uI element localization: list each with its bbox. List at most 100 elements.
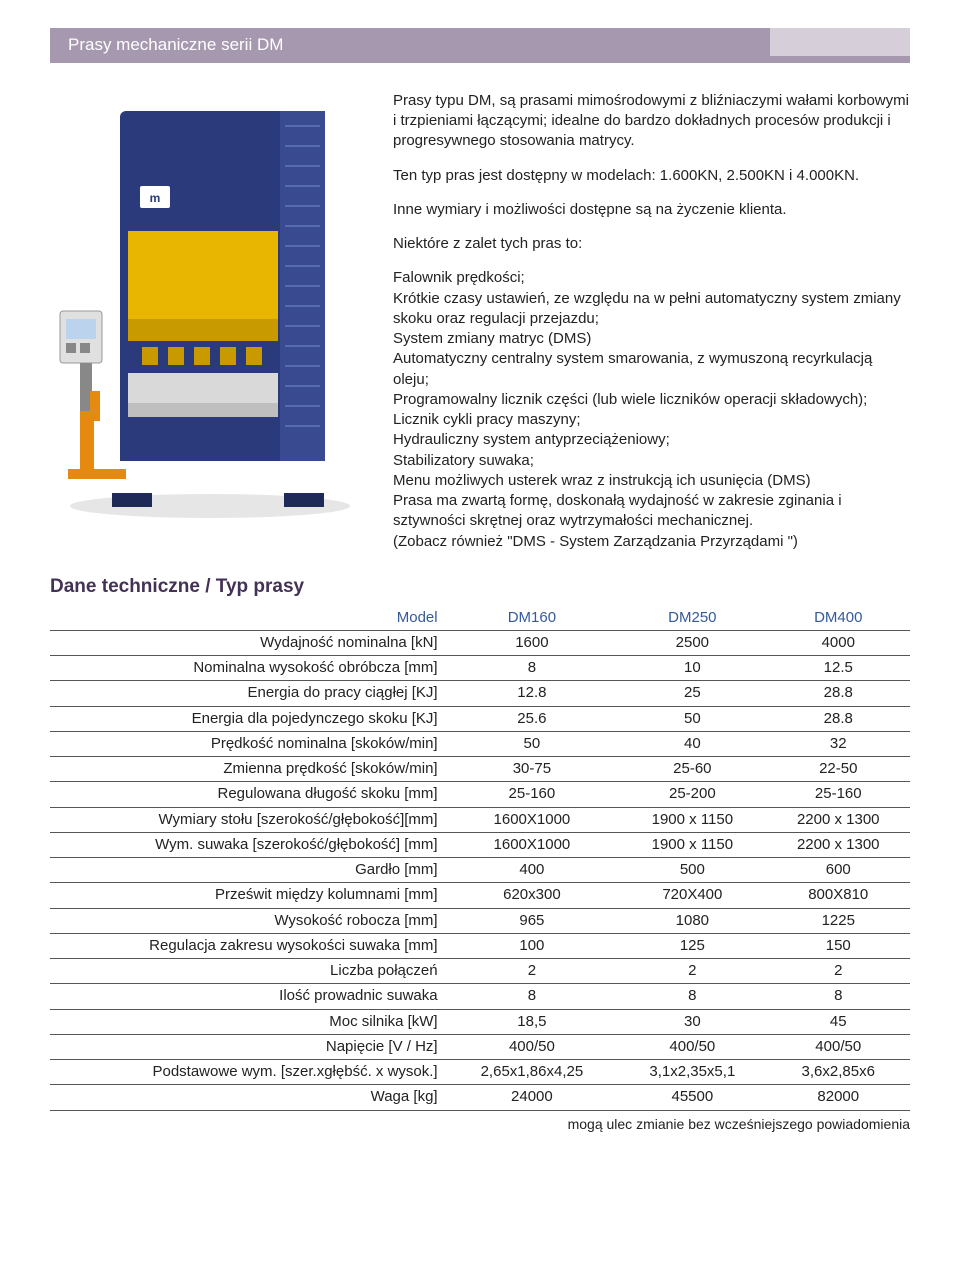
table-row: Energia do pracy ciągłej [KJ]12.82528.8 bbox=[50, 681, 910, 706]
spec-table: Model DM160 DM250 DM400 Wydajność nomina… bbox=[50, 606, 910, 1111]
row-value: 3,6x2,85x6 bbox=[767, 1060, 911, 1085]
row-value: 1080 bbox=[618, 908, 766, 933]
row-value: 32 bbox=[767, 731, 911, 756]
intro-text-block: Prasy typu DM, są prasami mimośrodowymi … bbox=[393, 91, 910, 566]
row-label: Podstawowe wym. [szer.xgłębść. x wysok.] bbox=[50, 1060, 446, 1085]
row-value: 8 bbox=[446, 984, 619, 1009]
row-label: Ilość prowadnic suwaka bbox=[50, 984, 446, 1009]
press-illustration: m bbox=[50, 91, 365, 521]
row-value: 24000 bbox=[446, 1085, 619, 1110]
row-label: Wym. suwaka [szerokość/głębokość] [mm] bbox=[50, 832, 446, 857]
table-row: Podstawowe wym. [szer.xgłębść. x wysok.]… bbox=[50, 1060, 910, 1085]
table-row: Wym. suwaka [szerokość/głębokość] [mm]16… bbox=[50, 832, 910, 857]
row-label: Napięcie [V / Hz] bbox=[50, 1034, 446, 1059]
row-value: 25-160 bbox=[767, 782, 911, 807]
table-row: Prześwit między kolumnami [mm]620x300720… bbox=[50, 883, 910, 908]
row-value: 3,1x2,35x5,1 bbox=[618, 1060, 766, 1085]
table-row: Napięcie [V / Hz]400/50400/50400/50 bbox=[50, 1034, 910, 1059]
section-heading: Dane techniczne / Typ prasy bbox=[50, 574, 910, 600]
spec-header-dm250: DM250 bbox=[618, 606, 766, 631]
row-value: 2 bbox=[767, 959, 911, 984]
spec-header-row: Model DM160 DM250 DM400 bbox=[50, 606, 910, 631]
row-value: 400/50 bbox=[618, 1034, 766, 1059]
row-value: 25-60 bbox=[618, 757, 766, 782]
row-value: 25 bbox=[618, 681, 766, 706]
row-value: 620x300 bbox=[446, 883, 619, 908]
row-value: 2200 x 1300 bbox=[767, 832, 911, 857]
row-value: 30 bbox=[618, 1009, 766, 1034]
row-value: 2200 x 1300 bbox=[767, 807, 911, 832]
table-row: Ilość prowadnic suwaka888 bbox=[50, 984, 910, 1009]
spec-header-dm160: DM160 bbox=[446, 606, 619, 631]
table-row: Nominalna wysokość obróbcza [mm]81012.5 bbox=[50, 656, 910, 681]
row-value: 8 bbox=[767, 984, 911, 1009]
row-value: 2 bbox=[446, 959, 619, 984]
table-row: Moc silnika [kW]18,53045 bbox=[50, 1009, 910, 1034]
row-label: Wydajność nominalna [kN] bbox=[50, 630, 446, 655]
advantages-body: Falownik prędkości; Krótkie czasy ustawi… bbox=[393, 268, 910, 552]
row-value: 30-75 bbox=[446, 757, 619, 782]
row-value: 10 bbox=[618, 656, 766, 681]
table-row: Wymiary stołu [szerokość/głębokość][mm]1… bbox=[50, 807, 910, 832]
row-value: 28.8 bbox=[767, 681, 911, 706]
table-row: Regulacja zakresu wysokości suwaka [mm] 1… bbox=[50, 933, 910, 958]
row-label: Regulacja zakresu wysokości suwaka [mm] bbox=[50, 933, 446, 958]
row-value: 12.8 bbox=[446, 681, 619, 706]
table-row: Energia dla pojedynczego skoku [KJ]25.65… bbox=[50, 706, 910, 731]
row-value: 400/50 bbox=[767, 1034, 911, 1059]
table-row: Gardło [mm]400500600 bbox=[50, 858, 910, 883]
table-row: Waga [kg]240004550082000 bbox=[50, 1085, 910, 1110]
footnote: mogą ulec zmianie bez wcześniejszego pow… bbox=[50, 1115, 910, 1134]
row-value: 600 bbox=[767, 858, 911, 883]
row-value: 2500 bbox=[618, 630, 766, 655]
svg-text:m: m bbox=[150, 191, 161, 205]
row-value: 2,65x1,86x4,25 bbox=[446, 1060, 619, 1085]
row-value: 25-200 bbox=[618, 782, 766, 807]
row-value: 125 bbox=[618, 933, 766, 958]
row-value: 400 bbox=[446, 858, 619, 883]
table-row: Zmienna prędkość [skoków/min]30-7525-602… bbox=[50, 757, 910, 782]
row-label: Waga [kg] bbox=[50, 1085, 446, 1110]
row-label: Moc silnika [kW] bbox=[50, 1009, 446, 1034]
row-value: 1600X1000 bbox=[446, 807, 619, 832]
row-value: 4000 bbox=[767, 630, 911, 655]
row-label: Energia dla pojedynczego skoku [KJ] bbox=[50, 706, 446, 731]
row-label: Regulowana długość skoku [mm] bbox=[50, 782, 446, 807]
row-value: 40 bbox=[618, 731, 766, 756]
row-value: 965 bbox=[446, 908, 619, 933]
press-svg: m bbox=[50, 91, 365, 521]
page-title-text: Prasy mechaniczne serii DM bbox=[68, 35, 283, 54]
table-row: Liczba połączeń222 bbox=[50, 959, 910, 984]
row-value: 28.8 bbox=[767, 706, 911, 731]
row-value: 800X810 bbox=[767, 883, 911, 908]
spec-header-model: Model bbox=[50, 606, 446, 631]
row-label: Wysokość robocza [mm] bbox=[50, 908, 446, 933]
row-label: Prędkość nominalna [skoków/min] bbox=[50, 731, 446, 756]
row-value: 25-160 bbox=[446, 782, 619, 807]
row-value: 400/50 bbox=[446, 1034, 619, 1059]
row-value: 45500 bbox=[618, 1085, 766, 1110]
advantages-heading: Niektóre z zalet tych pras to: bbox=[393, 234, 910, 254]
row-value: 1600 bbox=[446, 630, 619, 655]
row-label: Liczba połączeń bbox=[50, 959, 446, 984]
intro-p1: Prasy typu DM, są prasami mimośrodowymi … bbox=[393, 91, 910, 152]
table-row: Prędkość nominalna [skoków/min]504032 bbox=[50, 731, 910, 756]
row-value: 50 bbox=[446, 731, 619, 756]
row-value: 50 bbox=[618, 706, 766, 731]
row-value: 1900 x 1150 bbox=[618, 807, 766, 832]
row-label: Nominalna wysokość obróbcza [mm] bbox=[50, 656, 446, 681]
spec-header-dm400: DM400 bbox=[767, 606, 911, 631]
row-value: 82000 bbox=[767, 1085, 911, 1110]
row-value: 1600X1000 bbox=[446, 832, 619, 857]
row-value: 45 bbox=[767, 1009, 911, 1034]
row-value: 720X400 bbox=[618, 883, 766, 908]
row-value: 1900 x 1150 bbox=[618, 832, 766, 857]
row-label: Zmienna prędkość [skoków/min] bbox=[50, 757, 446, 782]
row-value: 150 bbox=[767, 933, 911, 958]
table-row: Wysokość robocza [mm]96510801225 bbox=[50, 908, 910, 933]
row-label: Gardło [mm] bbox=[50, 858, 446, 883]
table-row: Regulowana długość skoku [mm]25-16025-20… bbox=[50, 782, 910, 807]
intro-row: m bbox=[50, 91, 910, 566]
header-accent-tab bbox=[770, 28, 910, 56]
row-value: 8 bbox=[446, 656, 619, 681]
